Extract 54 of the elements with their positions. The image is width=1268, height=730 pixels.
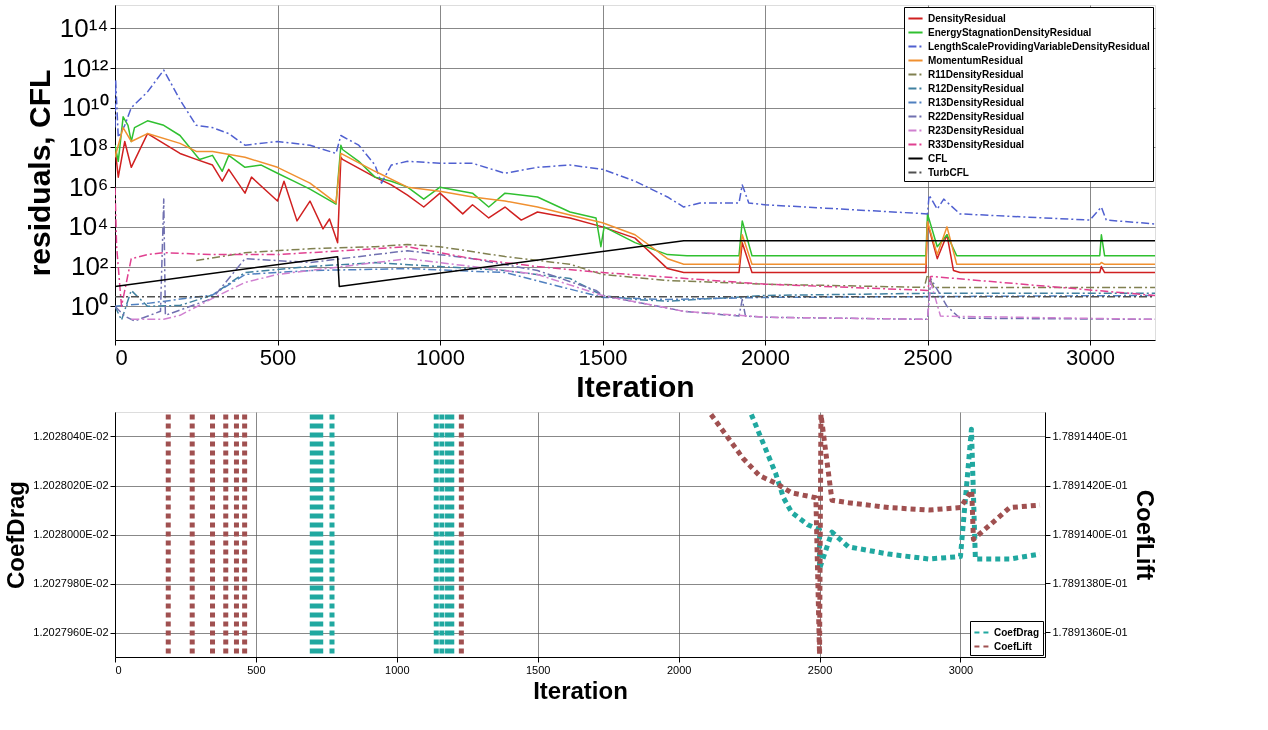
legend-label: R22DensityResidual xyxy=(928,110,1025,122)
y-tick-label: 10⁴ xyxy=(68,211,109,242)
y-tick-label: 10² xyxy=(70,251,109,282)
y-tick-label: 1.2028000E-02 xyxy=(33,528,109,540)
legend-label: TurbCFL xyxy=(928,166,969,178)
line-series xyxy=(115,69,1155,225)
legend-label: R11DensityResidual xyxy=(928,68,1024,80)
x-tick-label: 0 xyxy=(115,344,128,370)
x-tick-label: 500 xyxy=(247,663,266,676)
x-tick-label: 0 xyxy=(115,663,122,676)
legend-label: EnergyStagnationDensityResidual xyxy=(928,26,1092,38)
legend-label: R33DensityResidual xyxy=(928,138,1025,150)
legend-label: CFL xyxy=(928,152,948,164)
x-tick-label: 1500 xyxy=(578,344,628,370)
x-tick-label: 3000 xyxy=(948,663,974,676)
y-tick-label: 1.2027960E-02 xyxy=(33,626,109,638)
y2-tick-label: 1.7891440E-01 xyxy=(1052,430,1128,442)
x-tick-label: 2000 xyxy=(666,663,692,676)
x-tick-label: 2000 xyxy=(741,344,790,370)
y-tick-label: 1.2028040E-02 xyxy=(33,430,109,442)
x-tick-label: 1500 xyxy=(525,663,551,676)
line-series xyxy=(195,243,1155,289)
legend-label: DensityResidual xyxy=(928,12,1007,24)
x-axis-title: Iteration xyxy=(576,369,695,403)
x-axis-title: Iteration xyxy=(533,676,628,704)
x-tick-label: 2500 xyxy=(807,663,833,676)
y-tick-label: 10¹⁴ xyxy=(59,12,109,43)
y-tick-label: 10¹² xyxy=(62,52,109,83)
x-tick-label: 1000 xyxy=(416,344,465,370)
legend-label: CoefLift xyxy=(994,640,1033,652)
y-tick-label: 10⁸ xyxy=(68,131,109,162)
line-series xyxy=(115,186,1155,308)
x-tick-label: 500 xyxy=(259,344,297,370)
y-tick-label: 10¹⁰ xyxy=(61,92,109,123)
y2-tick-label: 1.7891360E-01 xyxy=(1052,626,1128,638)
y-tick-label: 1.2028020E-02 xyxy=(33,479,109,491)
y-tick-label: 1.2027980E-02 xyxy=(33,577,109,589)
legend-label: CoefDrag xyxy=(994,626,1040,638)
legend-label: R13DensityResidual xyxy=(928,96,1025,108)
y2-tick-label: 1.7891400E-01 xyxy=(1052,528,1128,540)
x-tick-label: 3000 xyxy=(1066,344,1115,370)
y2-axis-title: CoefLift xyxy=(1131,489,1159,581)
legend-label: MomentumResidual xyxy=(928,54,1024,66)
legend-label: R12DensityResidual xyxy=(928,82,1025,94)
y2-tick-label: 1.7891420E-01 xyxy=(1052,479,1128,491)
y-tick-label: 10⁰ xyxy=(70,290,109,321)
y-tick-label: 10⁶ xyxy=(68,171,109,202)
legend-label: R23DensityResidual xyxy=(928,124,1025,136)
legend-label: LengthScaleProvidingVariableDensityResidual xyxy=(928,40,1150,52)
y-axis-title: CoefDrag xyxy=(2,480,30,590)
x-tick-label: 2500 xyxy=(903,344,953,370)
x-tick-label: 1000 xyxy=(385,663,410,676)
y-axis-title: residuals, CFL xyxy=(22,69,56,277)
y2-tick-label: 1.7891380E-01 xyxy=(1052,577,1128,589)
